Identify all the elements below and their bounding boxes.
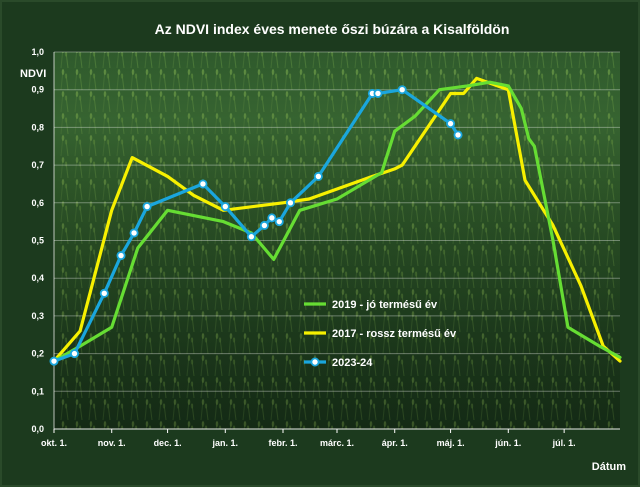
data-point (129, 228, 139, 238)
data-point (453, 130, 463, 140)
data-point (397, 85, 407, 95)
y-tick-label: 0,3 (31, 311, 44, 321)
series-lines (49, 76, 622, 366)
legend-label: 2023-24 (332, 357, 373, 369)
data-point (198, 179, 208, 189)
data-point (373, 88, 383, 98)
x-tick-label: febr. 1. (268, 438, 297, 448)
data-point (259, 220, 269, 230)
x-tick-label: máj. 1. (437, 438, 465, 448)
y-tick-label: 0,2 (31, 349, 44, 359)
data-point (69, 349, 79, 359)
y-axis-ticks: 0,0 0,1 0,2 0,3 0,4 0,5 0,6 0,7 0,8 0,9 1,0 (31, 47, 44, 434)
x-tick-label: nov. 1. (98, 438, 126, 448)
chart-title: Az NDVI index éves menete őszi búzára a … (155, 21, 510, 37)
data-point (49, 356, 59, 366)
data-point (446, 119, 456, 129)
x-tick-label: márc. 1. (320, 438, 354, 448)
data-point (246, 232, 256, 242)
x-tick-label: jún. 1. (494, 438, 521, 448)
x-axis-title: Dátum (592, 461, 626, 473)
data-point (99, 288, 109, 298)
y-tick-label: 1,0 (31, 47, 44, 57)
y-tick-label: 0,7 (31, 160, 44, 170)
x-tick-label: dec. 1. (154, 438, 182, 448)
y-tick-label: 0,0 (31, 424, 44, 434)
x-tick-label: júl. 1. (552, 438, 576, 448)
x-tick-label: okt. 1. (41, 438, 67, 448)
data-point (274, 217, 284, 227)
y-tick-label: 0,5 (31, 236, 44, 246)
legend-label: 2017 - rossz termésű év (332, 328, 457, 340)
data-point (313, 171, 323, 181)
gridlines (54, 51, 620, 430)
y-axis-title: NDVI (20, 68, 46, 80)
x-axis-ticks: okt. 1. nov. 1. dec. 1. jan. 1. febr. 1. márc… (41, 52, 576, 448)
data-point (142, 202, 152, 212)
data-point (220, 202, 230, 212)
plot-background (54, 52, 620, 429)
y-tick-label: 0,8 (31, 122, 44, 132)
data-point (267, 213, 277, 223)
series-line (52, 76, 622, 363)
y-tick-label: 0,1 (31, 386, 44, 396)
y-tick-label: 0,4 (31, 273, 44, 283)
legend-marker (310, 357, 320, 367)
series-line (52, 80, 622, 363)
legend-label: 2019 - jó termésű év (332, 299, 438, 311)
y-tick-label: 0,9 (31, 85, 44, 95)
x-tick-label: ápr. 1. (382, 438, 408, 448)
data-point (285, 198, 295, 208)
legend: 2019 - jó termésű év 2017 - rossz termésű… (304, 299, 457, 369)
data-point (116, 251, 126, 261)
x-tick-label: jan. 1. (212, 438, 239, 448)
y-tick-label: 0,6 (31, 198, 44, 208)
